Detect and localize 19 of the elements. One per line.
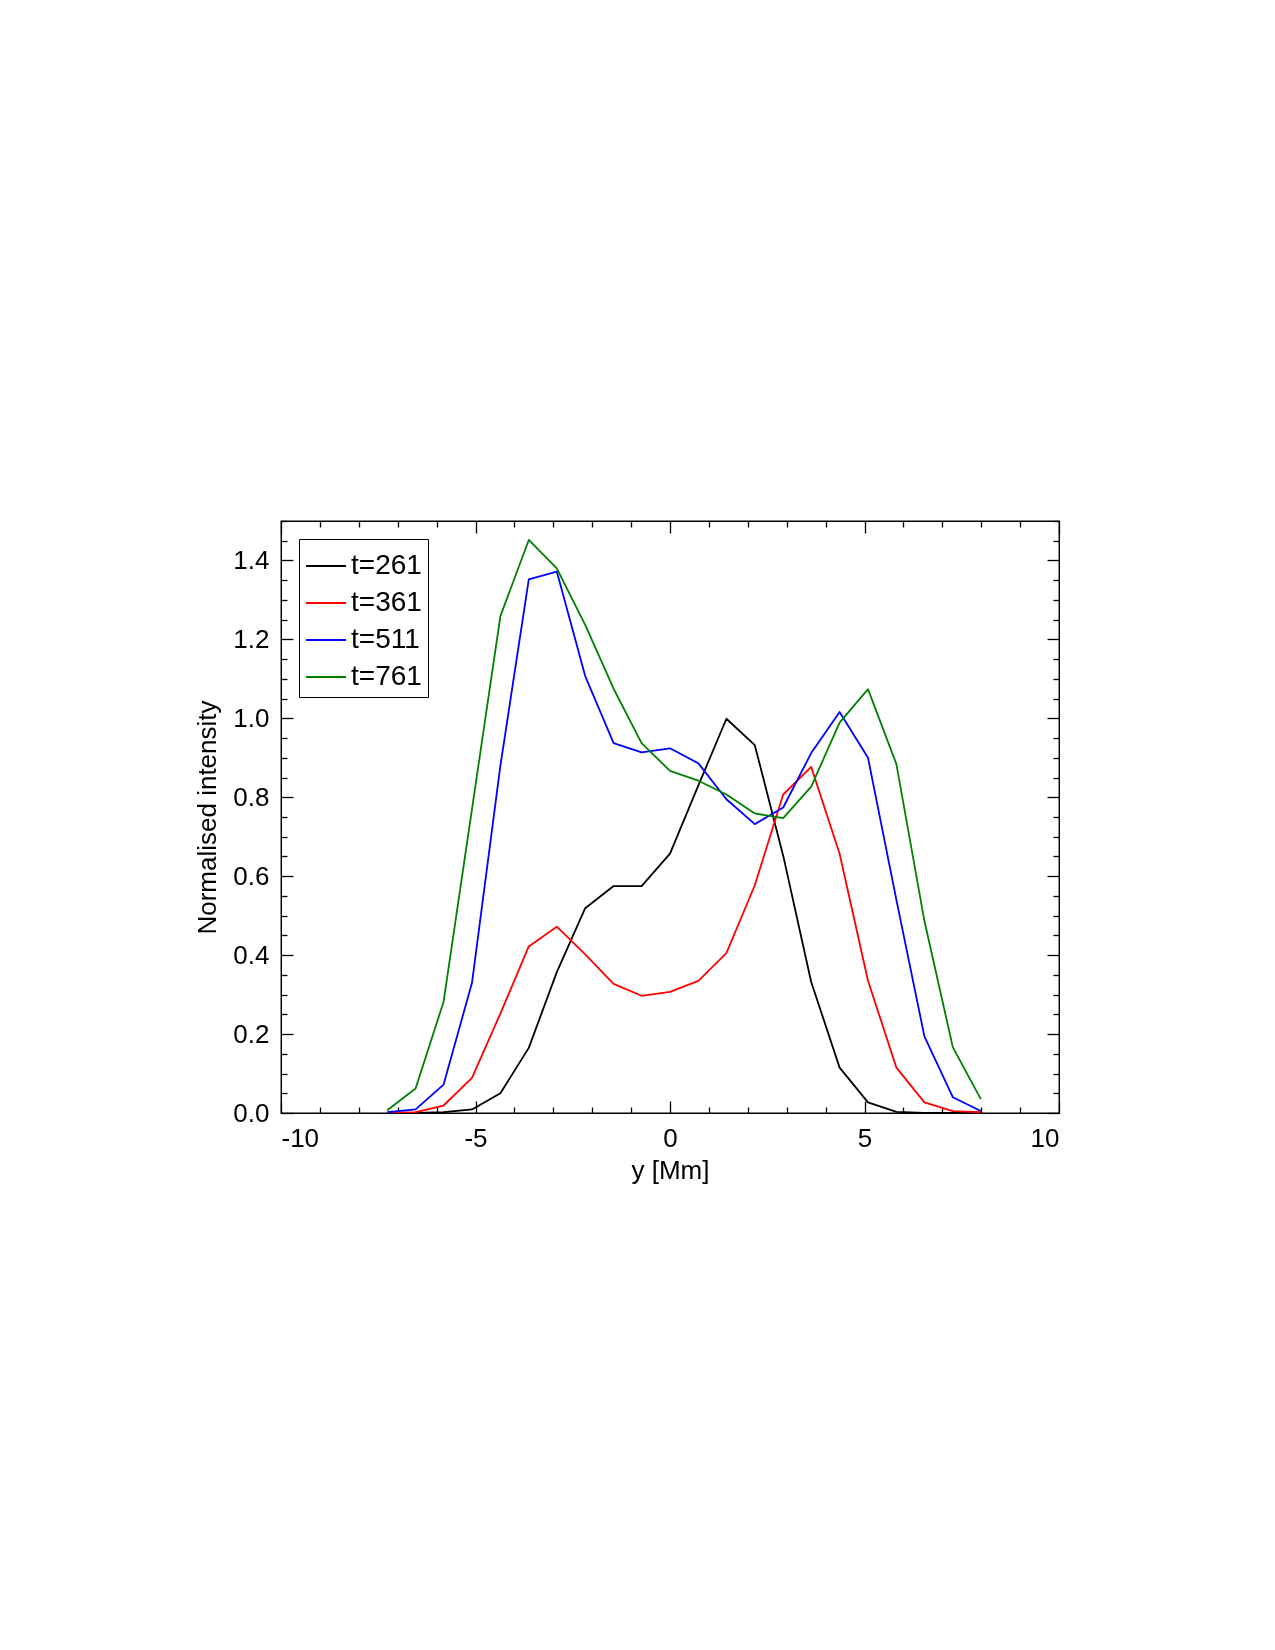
x-axis-title: y [Mm] (631, 1154, 710, 1185)
y-tick-label: 0.8 (233, 781, 270, 812)
y-tick-label: 0.6 (233, 860, 270, 891)
y-tick-label: 0.0 (233, 1097, 270, 1128)
x-tick-label: -10 (281, 1122, 320, 1153)
legend-label: t=761 (351, 660, 422, 691)
x-tick-label: 0 (663, 1122, 678, 1153)
legend-label: t=511 (351, 623, 420, 654)
x-tick-label: 10 (1030, 1122, 1060, 1153)
y-tick-label: 1.2 (233, 623, 270, 654)
y-tick-label: 0.2 (233, 1018, 270, 1049)
x-tick-label: 5 (857, 1122, 873, 1153)
y-tick-label: 0.4 (233, 939, 270, 970)
x-tick-label: -5 (464, 1122, 488, 1153)
y-tick-label: 1.0 (233, 702, 270, 733)
y-tick-label: 1.4 (233, 544, 270, 575)
legend-label: t=261 (351, 549, 422, 580)
y-axis-title: Normalised intensity (192, 700, 223, 935)
legend-label: t=361 (351, 586, 422, 617)
